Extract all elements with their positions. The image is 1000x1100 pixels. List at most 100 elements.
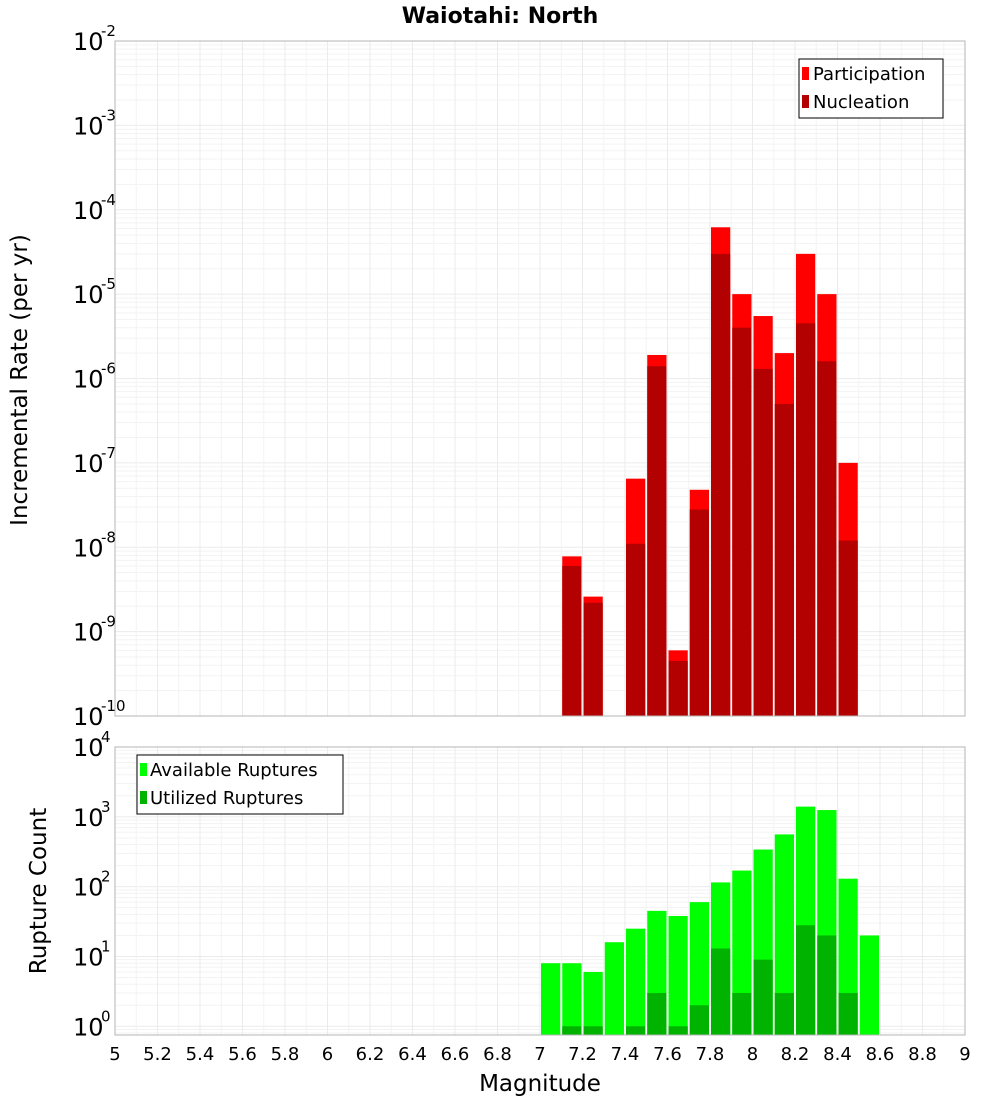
x-tick-label: 9 [959, 1044, 970, 1065]
x-tick-label: 8 [747, 1044, 758, 1065]
y-tick-label-exponent: 1 [101, 937, 111, 955]
top-plot-grid [114, 41, 966, 717]
legend-swatch-utilized-ruptures [140, 791, 147, 804]
y-tick-label-exponent: 2 [101, 868, 111, 886]
count-bar-utilized-ruptures [796, 925, 816, 1035]
rate-bar-nucleation [711, 253, 731, 716]
count-bar-utilized-ruptures [753, 959, 773, 1035]
y-tick-label-base: 10 [73, 112, 104, 140]
x-tick-label: 8.2 [781, 1044, 810, 1065]
rate-bar-nucleation [689, 509, 709, 716]
y-tick-label-base: 10 [73, 1013, 104, 1041]
y-tick-label-base: 10 [73, 703, 104, 731]
x-tick-label: 6.8 [483, 1044, 512, 1065]
count-bar-available-ruptures [541, 963, 561, 1035]
legend-label-nucleation: Nucleation [813, 92, 909, 113]
y-tick-label-exponent: -9 [101, 613, 116, 631]
legend-swatch-participation [802, 67, 809, 80]
count-bar-utilized-ruptures [583, 1026, 603, 1035]
y-tick-label-base: 10 [73, 804, 104, 832]
rate-bar-nucleation [796, 323, 816, 716]
y-tick-label-base: 10 [73, 281, 104, 309]
rate-bar-nucleation [817, 361, 837, 716]
x-tick-label: 7 [534, 1044, 545, 1065]
rate-bar-nucleation [732, 327, 752, 716]
bottom-plot-frame [114, 746, 966, 1036]
x-axis-ticks: 5 5.2 5.4 5.6 5.8 6 6.2 6.4 6.6 6.8 7 7.2 7.4 7.6 7.8 8… [109, 1044, 970, 1065]
legend-swatch-available-ruptures [140, 763, 147, 776]
y-tick-label-exponent: 0 [101, 1007, 111, 1025]
y-tick-label-base: 10 [73, 734, 104, 762]
bottom-legend: Available Ruptures Utilized Ruptures [136, 754, 344, 815]
rate-bar-nucleation [668, 660, 688, 716]
x-tick-label: 6.6 [441, 1044, 470, 1065]
bottom-plot-bars [541, 806, 879, 1035]
y-tick-label-exponent: -8 [101, 528, 116, 546]
y-tick-label-exponent: 4 [101, 728, 111, 746]
x-axis-label: Magnitude [479, 1071, 601, 1097]
bottom-y-axis-label: Rupture Count [26, 808, 52, 974]
count-bar-utilized-ruptures [817, 935, 837, 1035]
count-bar-available-ruptures [668, 915, 688, 1035]
count-bar-utilized-ruptures [732, 992, 752, 1035]
count-bar-utilized-ruptures [562, 1026, 582, 1035]
rate-bar-nucleation [753, 368, 773, 716]
top-legend-box [798, 58, 944, 119]
legend-label-utilized-ruptures: Utilized Ruptures [150, 788, 303, 809]
rate-bar-nucleation [647, 366, 667, 716]
count-bar-available-ruptures [604, 942, 624, 1035]
y-tick-label-exponent: -7 [101, 444, 116, 462]
legend-label-available-ruptures: Available Ruptures [150, 760, 318, 781]
y-tick-label-base: 10 [73, 366, 104, 394]
x-tick-label: 5.4 [186, 1044, 215, 1065]
y-tick-label-exponent: -10 [101, 697, 126, 715]
x-tick-label: 7.8 [696, 1044, 725, 1065]
count-bar-available-ruptures [562, 963, 582, 1035]
count-bar-utilized-ruptures [838, 992, 858, 1035]
count-bar-available-ruptures [626, 928, 646, 1035]
x-tick-label: 5.8 [271, 1044, 300, 1065]
legend-label-participation: Participation [813, 64, 925, 85]
x-tick-label: 6 [322, 1044, 333, 1065]
count-bar-utilized-ruptures [626, 1026, 646, 1035]
y-tick-label-exponent: -5 [101, 275, 116, 293]
rate-bar-nucleation [626, 543, 646, 716]
rate-bar-nucleation [562, 565, 582, 716]
y-tick-label-exponent: -6 [101, 360, 116, 378]
x-tick-label: 8.8 [908, 1044, 937, 1065]
x-tick-label: 7.6 [653, 1044, 682, 1065]
x-tick-label: 6.2 [356, 1044, 385, 1065]
x-tick-label: 6.4 [398, 1044, 427, 1065]
x-tick-label: 5.6 [228, 1044, 257, 1065]
y-tick-label-exponent: 3 [101, 798, 111, 816]
y-tick-label-base: 10 [73, 619, 104, 647]
rate-bar-nucleation [774, 403, 794, 716]
y-tick-label-base: 10 [73, 534, 104, 562]
y-tick-label-base: 10 [73, 28, 104, 56]
count-bar-utilized-ruptures [668, 1026, 688, 1035]
y-tick-label-base: 10 [73, 943, 104, 971]
bottom-legend-box [136, 754, 344, 815]
count-bar-utilized-ruptures [689, 1005, 709, 1035]
count-bar-available-ruptures [774, 834, 794, 1035]
top-legend: Participation Nucleation [798, 58, 944, 119]
legend-swatch-nucleation [802, 95, 809, 108]
rate-bar-nucleation [583, 602, 603, 716]
x-tick-label: 5 [109, 1044, 120, 1065]
chart-title: Waiotahi: North [402, 4, 599, 29]
count-bar-available-ruptures [859, 935, 879, 1035]
count-bar-utilized-ruptures [774, 992, 794, 1035]
x-tick-label: 5.2 [143, 1044, 172, 1065]
count-bar-utilized-ruptures [711, 948, 731, 1035]
x-tick-label: 7.4 [611, 1044, 640, 1065]
count-bar-utilized-ruptures [647, 992, 667, 1035]
y-tick-label-base: 10 [73, 450, 104, 478]
count-bar-available-ruptures [689, 902, 709, 1035]
y-tick-label-base: 10 [73, 197, 104, 225]
x-tick-label: 7.2 [568, 1044, 597, 1065]
y-tick-label-exponent: -3 [101, 106, 116, 124]
x-tick-label: 8.6 [866, 1044, 895, 1065]
